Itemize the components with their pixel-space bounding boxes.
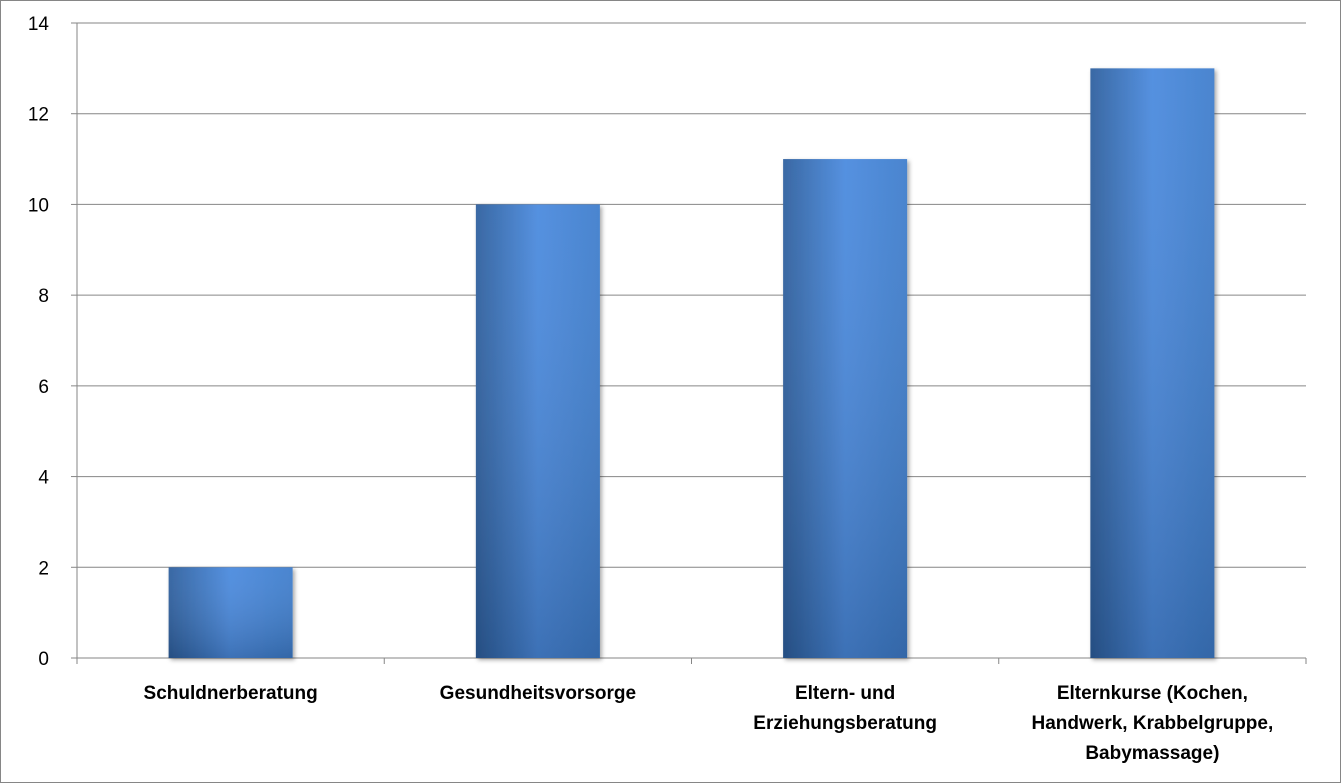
y-tick-label: 6 (38, 377, 49, 398)
bar-shade (1090, 68, 1215, 659)
y-tick-label: 12 (28, 105, 49, 126)
y-tick-label: 14 (28, 14, 50, 35)
bar (783, 159, 908, 659)
bar-shade (783, 159, 908, 659)
bars (168, 68, 1215, 659)
bar (475, 204, 600, 658)
bar (168, 567, 293, 658)
y-tick-label: 10 (28, 195, 49, 216)
y-tick-label: 4 (38, 468, 49, 489)
bar-shade (168, 567, 293, 658)
y-tick-label: 0 (38, 649, 49, 670)
axis-labels: 0 2 4 6 8 10 12 14 Schuldnerberatung Gesundheitsv… (28, 14, 1273, 764)
x-category-label: Gesundheitsvorsorge (440, 683, 636, 704)
bar-shade (475, 204, 600, 658)
y-tick-label: 8 (38, 286, 49, 307)
bar (1090, 68, 1215, 659)
x-category-label: Elternkurse (Kochen, Handwerk, Krabbelgru… (1031, 683, 1273, 764)
x-category-label: Schuldnerberatung (144, 683, 318, 704)
y-tick-label: 2 (38, 558, 49, 579)
x-category-label: Eltern- und Erziehungsberatung (753, 683, 937, 734)
axes (71, 22, 1307, 664)
